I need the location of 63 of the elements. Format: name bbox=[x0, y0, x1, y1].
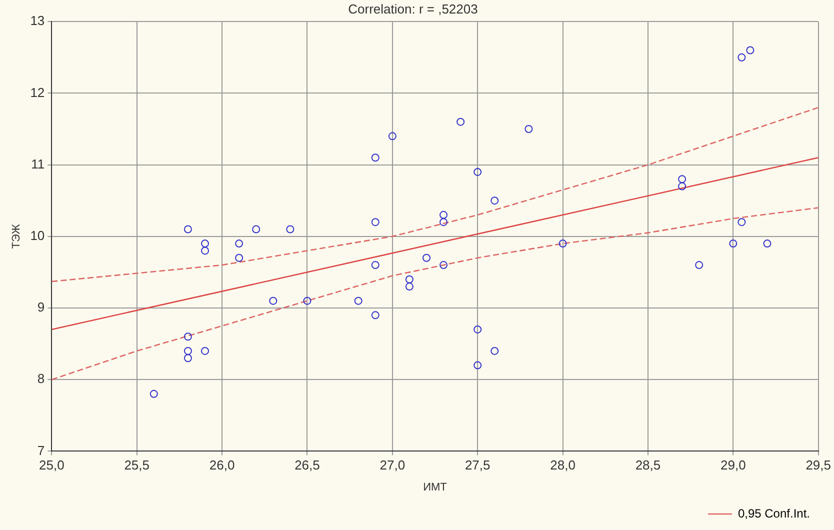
legend-label: 0,95 Conf.Int. bbox=[738, 506, 810, 520]
y-tick-label: 7 bbox=[37, 442, 45, 458]
point bbox=[405, 282, 414, 291]
x-tick-label: 26,5 bbox=[294, 458, 320, 473]
point bbox=[235, 240, 244, 248]
point bbox=[440, 210, 448, 219]
y-tick-label: 10 bbox=[30, 228, 45, 243]
x-tick-label: 28,0 bbox=[550, 458, 576, 473]
point bbox=[405, 275, 414, 284]
point bbox=[474, 325, 482, 334]
y-tick-label: 13 bbox=[30, 13, 45, 28]
x-tick-label: 28,5 bbox=[635, 458, 661, 473]
point bbox=[201, 240, 209, 248]
point bbox=[354, 296, 362, 305]
point bbox=[440, 218, 448, 226]
point bbox=[490, 196, 499, 205]
x-tick-label: 29,5 bbox=[806, 458, 832, 473]
point bbox=[729, 240, 738, 248]
x-tick-label: 29,0 bbox=[720, 458, 746, 473]
point bbox=[371, 311, 380, 320]
point bbox=[184, 346, 192, 355]
point bbox=[286, 225, 294, 234]
y-tick-label: 8 bbox=[37, 371, 45, 386]
point bbox=[490, 346, 499, 355]
point bbox=[474, 361, 482, 370]
x-tick-label: 27,0 bbox=[380, 458, 406, 473]
point bbox=[440, 261, 448, 270]
x-tick-label: 25,0 bbox=[39, 458, 64, 473]
point bbox=[235, 254, 244, 262]
point bbox=[184, 354, 192, 362]
x-tick-label: 25,5 bbox=[124, 458, 150, 473]
point bbox=[371, 218, 380, 226]
point bbox=[303, 296, 312, 305]
point bbox=[388, 132, 396, 140]
point bbox=[269, 296, 278, 305]
point bbox=[252, 225, 260, 234]
point bbox=[456, 118, 465, 126]
point bbox=[150, 390, 158, 398]
point bbox=[371, 154, 380, 162]
point bbox=[201, 346, 209, 355]
x-axis-title: ИМТ bbox=[423, 481, 448, 494]
point bbox=[474, 168, 482, 176]
point bbox=[678, 182, 686, 190]
x-tick-label: 26,0 bbox=[209, 458, 235, 473]
point bbox=[746, 46, 754, 54]
point bbox=[738, 218, 746, 226]
point bbox=[695, 261, 704, 270]
point bbox=[558, 240, 567, 248]
y-tick-label: 11 bbox=[31, 156, 45, 172]
y-tick-label: 12 bbox=[30, 84, 45, 100]
point bbox=[184, 332, 192, 341]
point bbox=[524, 125, 533, 133]
point bbox=[763, 240, 772, 248]
y-tick-label: 9 bbox=[37, 300, 45, 315]
point bbox=[184, 225, 192, 234]
chart-title: Correlation: r = ,52203 bbox=[348, 1, 478, 16]
point bbox=[738, 53, 746, 62]
point bbox=[371, 261, 380, 270]
point bbox=[678, 175, 686, 184]
point bbox=[201, 246, 209, 255]
point bbox=[422, 254, 430, 262]
x-tick-label: 27,5 bbox=[464, 458, 490, 473]
y-axis-title: ТЭЖ bbox=[10, 224, 23, 249]
